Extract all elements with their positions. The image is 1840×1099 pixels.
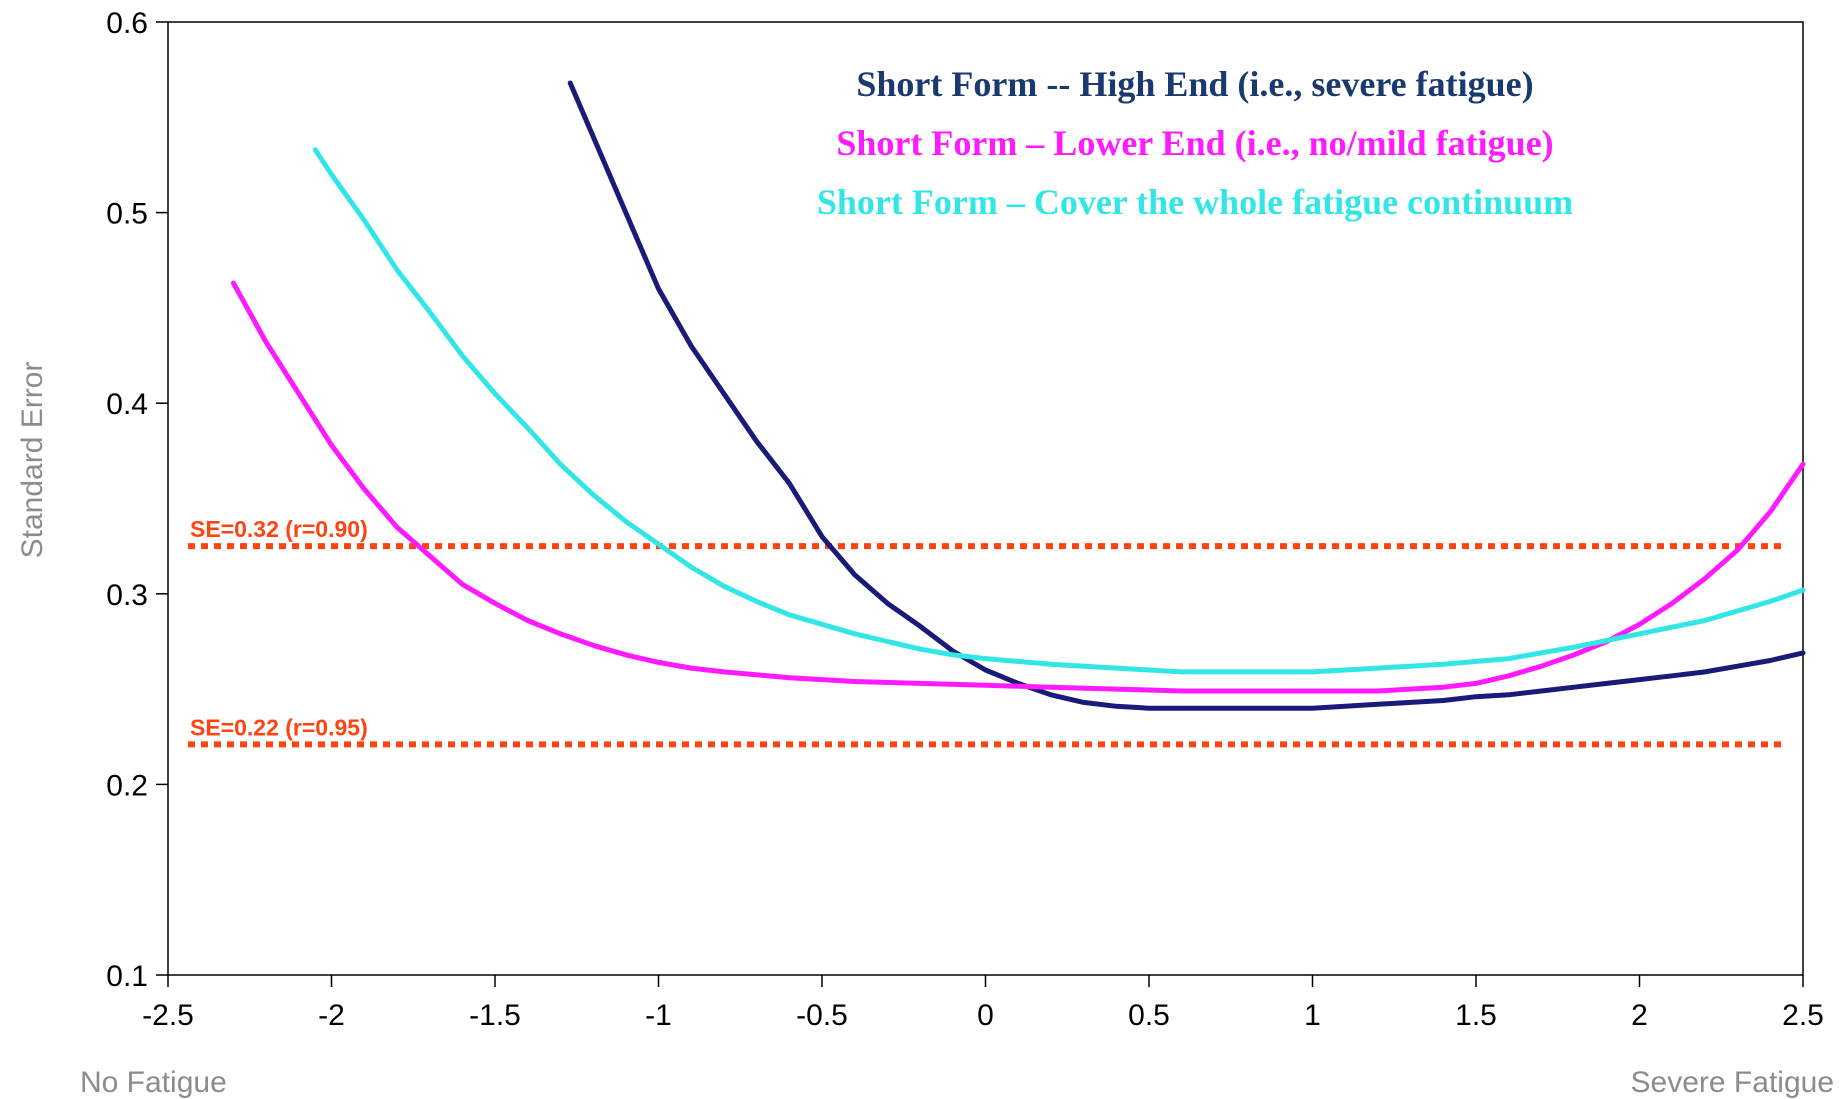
legend: Short Form -- High End (i.e., severe fat… bbox=[817, 64, 1573, 222]
reference-lines: SE=0.32 (r=0.90) SE=0.22 (r=0.95) bbox=[188, 516, 1785, 748]
x-tick-label: 0 bbox=[977, 999, 994, 1032]
series-lines bbox=[230, 80, 1806, 711]
x-tick-label: 1.5 bbox=[1455, 999, 1497, 1032]
series-line-3 bbox=[312, 147, 1806, 675]
legend-entry-2: Short Form – Lower End (i.e., no/mild fa… bbox=[836, 123, 1553, 163]
x-tick-label: 2 bbox=[1631, 999, 1648, 1032]
x-tick-label: -1.5 bbox=[469, 999, 521, 1032]
series-line-1 bbox=[567, 80, 1806, 711]
legend-entry-3: Short Form – Cover the whole fatigue con… bbox=[817, 182, 1573, 222]
plot-area-border bbox=[167, 21, 1804, 976]
x-tick-label: -1 bbox=[645, 999, 672, 1032]
x-tick-label: -2 bbox=[318, 999, 345, 1032]
x-tick-label: -2.5 bbox=[142, 999, 194, 1032]
x-tick-label: -0.5 bbox=[796, 999, 848, 1032]
x-tick-label: 2.5 bbox=[1782, 999, 1824, 1032]
y-tick-label: 0.6 bbox=[106, 7, 148, 40]
y-tick-label: 0.2 bbox=[106, 769, 148, 802]
y-axis-label: Standard Error bbox=[16, 362, 49, 559]
y-tick-label: 0.4 bbox=[106, 388, 148, 421]
x-tick-label: 0.5 bbox=[1128, 999, 1170, 1032]
reference-line-label: SE=0.32 (r=0.90) bbox=[190, 516, 368, 542]
x-axis-label-left: No Fatigue bbox=[80, 1066, 227, 1099]
y-tick-label: 0.5 bbox=[106, 198, 148, 231]
y-tick-label: 0.1 bbox=[106, 960, 148, 993]
y-axis: 0.1 0.2 0.3 0.4 0.5 0.6 bbox=[106, 7, 168, 993]
x-tick-label: 1 bbox=[1304, 999, 1321, 1032]
x-axis-label-right: Severe Fatigue bbox=[1631, 1066, 1834, 1099]
x-axis: -2.5 -2 -1.5 -1 -0.5 0 0.5 1 1.5 2 2.5 bbox=[142, 975, 1824, 1032]
plot-frame bbox=[167, 21, 1804, 976]
y-tick-label: 0.3 bbox=[106, 579, 148, 612]
reference-line-label: SE=0.22 (r=0.95) bbox=[190, 714, 368, 740]
legend-entry-1: Short Form -- High End (i.e., severe fat… bbox=[856, 64, 1533, 104]
series-line-2 bbox=[230, 280, 1806, 694]
